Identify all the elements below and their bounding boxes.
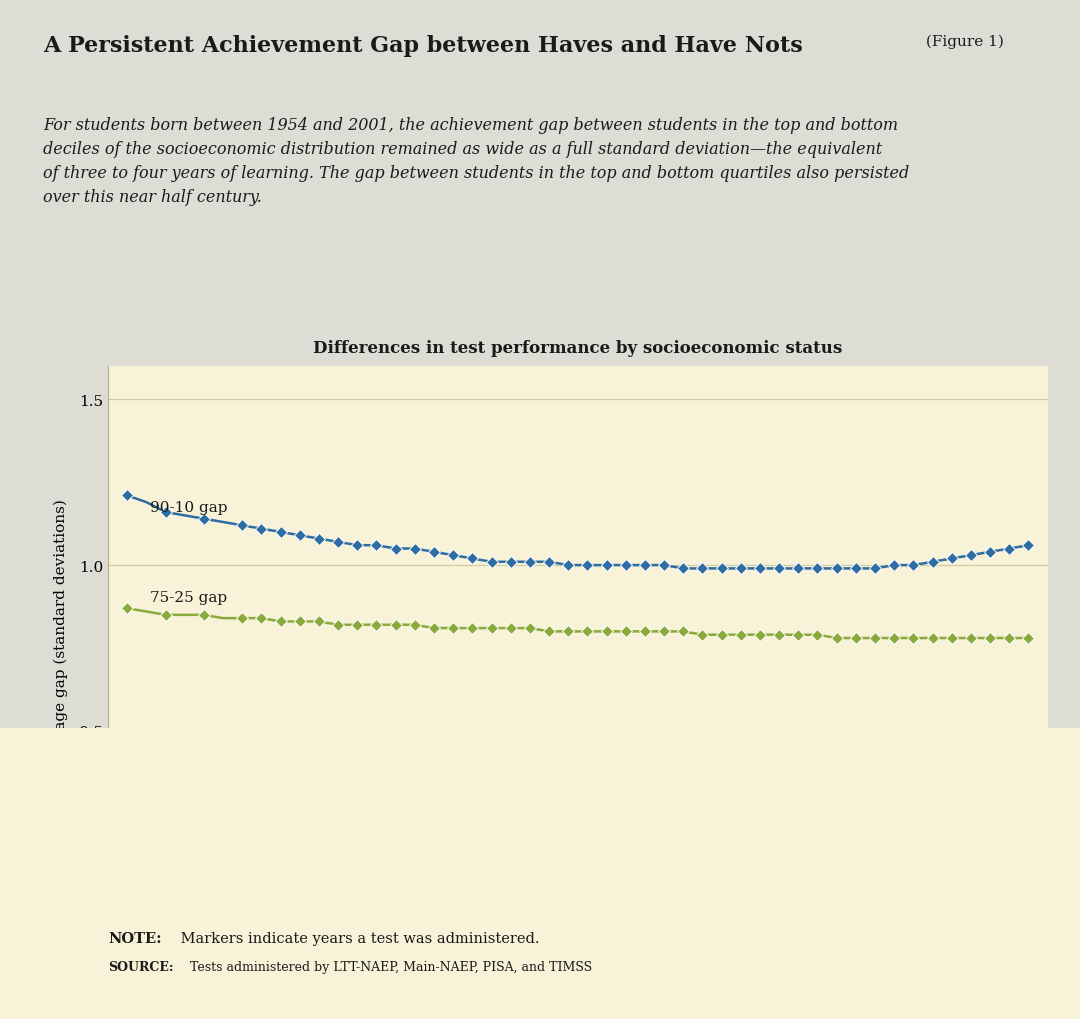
Y-axis label: Average gap (standard deviations): Average gap (standard deviations) [53,499,68,764]
Text: Tests administered by LTT-NAEP, Main-NAEP, PISA, and TIMSS: Tests administered by LTT-NAEP, Main-NAE… [186,960,592,973]
X-axis label: Birth year: Birth year [539,943,617,957]
Title: Differences in test performance by socioeconomic status: Differences in test performance by socio… [313,340,842,357]
Text: A Persistent Achievement Gap between Haves and Have Nots: A Persistent Achievement Gap between Hav… [43,35,802,57]
Text: NOTE:: NOTE: [108,931,162,946]
Text: For students born between 1954 and 2001, the achievement gap between students in: For students born between 1954 and 2001,… [43,116,909,206]
Text: Markers indicate years a test was administered.: Markers indicate years a test was admini… [176,931,540,946]
Text: 75-25 gap: 75-25 gap [150,590,227,604]
Text: 90-10 gap: 90-10 gap [150,500,228,515]
Text: (Figure 1): (Figure 1) [921,35,1004,49]
Text: SOURCE:: SOURCE: [108,960,174,973]
